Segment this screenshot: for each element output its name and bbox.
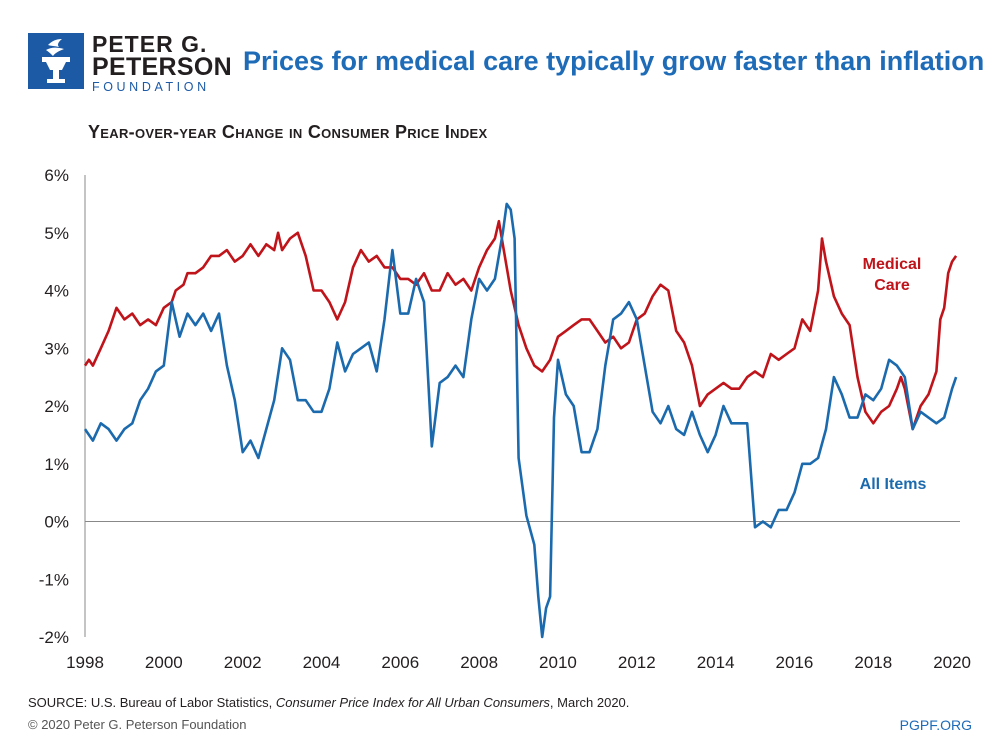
y-tick-label: 0% — [44, 513, 69, 532]
x-tick-label: 2016 — [776, 653, 814, 672]
cpi-line-chart: 6% 5% 4% 3% 2% 1% 0% -1% -2% 1998 2000 2002 2004 2006… — [39, 166, 971, 672]
x-tick-label: 2020 — [933, 653, 971, 672]
x-tick-label: 2006 — [381, 653, 419, 672]
y-tick-label: -1% — [39, 570, 69, 589]
y-tick-label: -2% — [39, 628, 69, 647]
source-note: SOURCE: U.S. Bureau of Labor Statistics,… — [28, 695, 629, 710]
x-tick-label: 1998 — [66, 653, 104, 672]
y-tick-label: 1% — [44, 455, 69, 474]
y-tick-label: 4% — [44, 282, 69, 301]
brand-wordmark: PETER G. PETERSON FOUNDATION — [92, 33, 232, 94]
brand-logo: PETER G. PETERSON FOUNDATION — [28, 33, 232, 93]
brand-line-2: PETERSON — [92, 53, 232, 81]
all-items-label: All Items — [860, 476, 927, 493]
brand-line-3: FOUNDATION — [92, 80, 210, 94]
site-link[interactable]: PGPF.ORG — [899, 717, 972, 733]
medical-care-label: Medical Care — [863, 256, 922, 294]
page-title: Prices for medical care typically grow f… — [243, 46, 985, 76]
x-tick-label: 2014 — [697, 653, 735, 672]
source-prefix: SOURCE: U.S. Bureau of Labor Statistics, — [28, 695, 276, 710]
y-tick-label: 3% — [44, 339, 69, 358]
medical-care-line — [83, 219, 958, 431]
y-tick-label: 2% — [44, 397, 69, 416]
chart-title: Year-over-year Change in Consumer Price … — [88, 122, 488, 142]
axes: 6% 5% 4% 3% 2% 1% 0% -1% -2% 1998 2000 2002 2004 2006… — [39, 166, 971, 672]
series-lines — [83, 202, 958, 639]
brand-line-1: PETER G. — [92, 31, 208, 57]
copyright: © 2020 Peter G. Peterson Foundation — [28, 717, 247, 732]
x-tick-label: 2012 — [618, 653, 656, 672]
y-tick-label: 6% — [44, 166, 69, 185]
source-title: Consumer Price Index for All Urban Consu… — [275, 695, 550, 710]
source-suffix: , March 2020. — [549, 695, 630, 710]
x-tick-label: 2018 — [854, 653, 892, 672]
y-tick-label: 5% — [44, 224, 69, 243]
x-tick-label: 2004 — [303, 653, 341, 672]
series-labels: Medical Care All Items — [860, 256, 927, 493]
torch-icon — [28, 33, 84, 89]
x-tick-label: 2010 — [539, 653, 577, 672]
x-tick-label: 2000 — [145, 653, 183, 672]
all-items-line — [83, 202, 958, 639]
x-tick-label: 2008 — [460, 653, 498, 672]
x-tick-label: 2002 — [224, 653, 262, 672]
